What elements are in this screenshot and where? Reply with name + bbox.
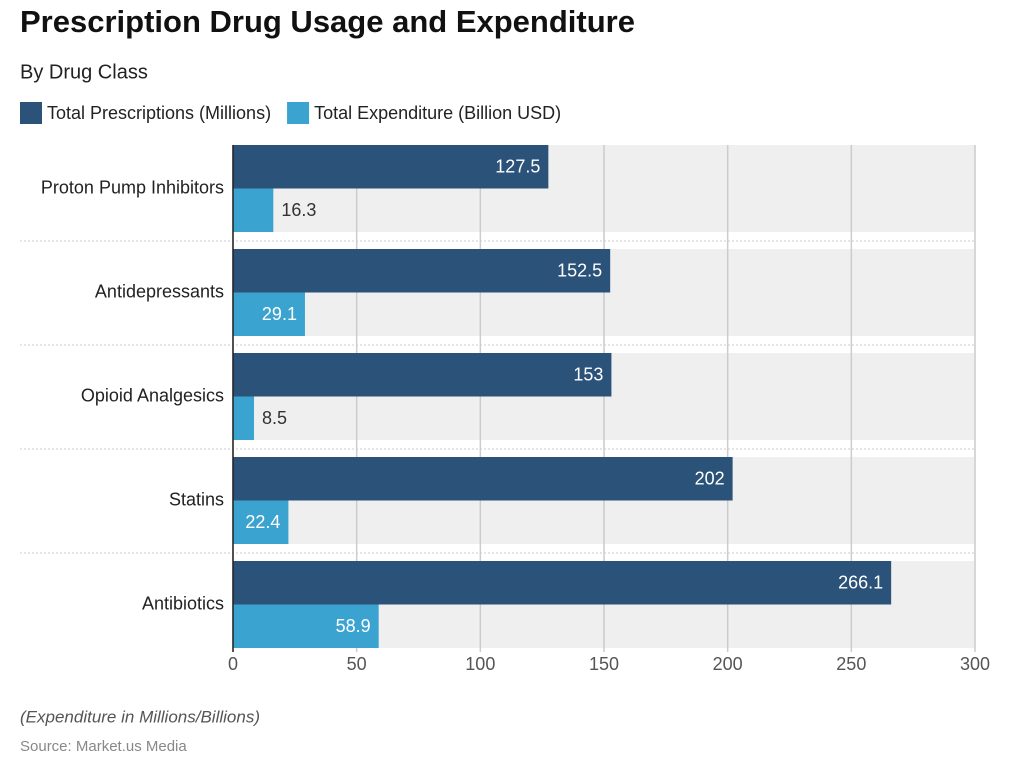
legend-swatch (20, 102, 42, 124)
bar (233, 457, 733, 501)
x-tick-label: 100 (465, 654, 495, 674)
value-label: 29.1 (262, 304, 297, 324)
value-label: 8.5 (262, 408, 287, 428)
value-label: 153 (573, 365, 603, 385)
bar (233, 145, 549, 189)
bar (233, 396, 255, 440)
legend-label: Total Prescriptions (Millions) (47, 103, 271, 123)
value-label: 202 (695, 469, 725, 489)
y-tick-label: Antidepressants (95, 281, 224, 301)
bar (233, 561, 892, 605)
x-tick-label: 150 (589, 654, 619, 674)
x-tick-label: 250 (836, 654, 866, 674)
bar (233, 604, 379, 648)
legend-swatch (287, 102, 310, 124)
x-tick-label: 50 (347, 654, 367, 674)
y-tick-label: Statins (169, 489, 224, 509)
value-label: 266.1 (838, 573, 883, 593)
x-tick-label: 0 (228, 654, 238, 674)
source: Source: Market.us Media (20, 738, 187, 755)
bar (233, 249, 611, 293)
y-tick-label: Proton Pump Inhibitors (41, 177, 224, 197)
value-label: 58.9 (336, 616, 371, 636)
value-label: 127.5 (495, 157, 540, 177)
x-tick-label: 200 (713, 654, 743, 674)
bar (233, 292, 305, 336)
value-label: 22.4 (245, 512, 280, 532)
y-tick-label: Antibiotics (142, 593, 224, 613)
value-label: 152.5 (557, 261, 602, 281)
chart-subtitle: By Drug Class (20, 61, 148, 83)
x-tick-label: 300 (960, 654, 990, 674)
bar (233, 188, 274, 232)
chart-title: Prescription Drug Usage and Expenditure (20, 4, 635, 39)
y-tick-label: Opioid Analgesics (81, 385, 224, 405)
note: (Expenditure in Millions/Billions) (20, 707, 260, 726)
legend-label: Total Expenditure (Billion USD) (314, 103, 561, 123)
bar (233, 500, 289, 544)
bar (233, 353, 612, 397)
value-label: 16.3 (281, 200, 316, 220)
